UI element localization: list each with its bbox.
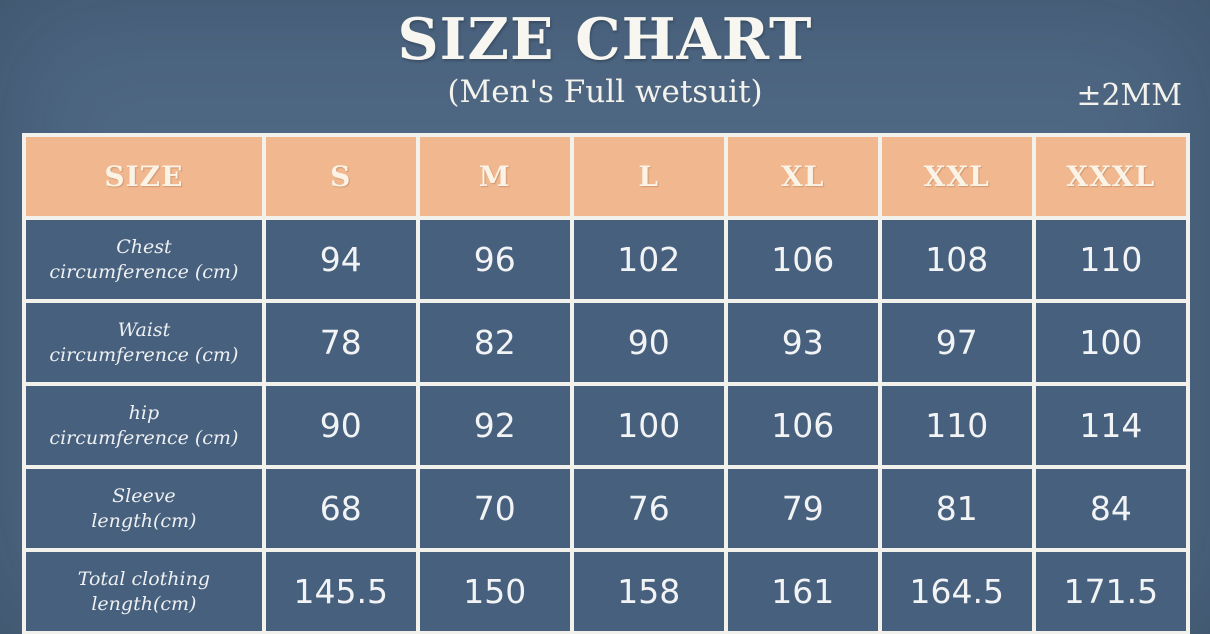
row-label-line1: Sleeve	[112, 484, 176, 507]
row-label-line1: Waist	[117, 318, 171, 341]
row-label: Chest circumference (cm)	[22, 216, 266, 303]
value-cell: 100	[569, 382, 728, 469]
tolerance-note: ±2MM	[1076, 78, 1182, 113]
value-cell: 84	[1031, 465, 1191, 552]
size-chart-table: SIZE S M L XL XXL XXXL Chest circumference (cm)…	[22, 133, 1191, 634]
value-cell: 171.5	[1031, 548, 1191, 634]
row-label: Sleeve length(cm)	[22, 465, 266, 552]
value-cell: 68	[261, 465, 420, 552]
column-header-xxxl: XXXL	[1031, 133, 1191, 220]
value-cell: 110	[1031, 216, 1191, 303]
row-label-line2: circumference (cm)	[49, 260, 239, 283]
value-cell: 102	[569, 216, 728, 303]
value-cell: 145.5	[261, 548, 420, 634]
row-label: Total clothing length(cm)	[22, 548, 266, 634]
value-cell: 78	[261, 299, 420, 386]
value-cell: 81	[877, 465, 1036, 552]
column-header-xxl: XXL	[877, 133, 1036, 220]
column-header-xl: XL	[723, 133, 882, 220]
value-cell: 90	[569, 299, 728, 386]
row-label-line2: length(cm)	[91, 509, 197, 532]
value-cell: 90	[261, 382, 420, 469]
value-cell: 93	[723, 299, 882, 386]
value-cell: 79	[723, 465, 882, 552]
value-cell: 92	[415, 382, 574, 469]
row-label-line2: circumference (cm)	[49, 426, 239, 449]
row-label-line1: Chest	[116, 235, 172, 258]
value-cell: 161	[723, 548, 882, 634]
table-row: Waist circumference (cm) 78 82 90 93 97 100	[22, 299, 1191, 386]
column-header-size: SIZE	[22, 133, 266, 220]
page-title: SIZE CHART	[397, 6, 813, 73]
row-label: Waist circumference (cm)	[22, 299, 266, 386]
value-cell: 106	[723, 216, 882, 303]
value-cell: 97	[877, 299, 1036, 386]
value-cell: 96	[415, 216, 574, 303]
value-cell: 164.5	[877, 548, 1036, 634]
table-header-row: SIZE S M L XL XXL XXXL	[22, 133, 1191, 220]
value-cell: 100	[1031, 299, 1191, 386]
row-label: hip circumference (cm)	[22, 382, 266, 469]
row-label-line1: Total clothing	[77, 567, 211, 590]
value-cell: 70	[415, 465, 574, 552]
value-cell: 94	[261, 216, 420, 303]
value-cell: 114	[1031, 382, 1191, 469]
table-row: Total clothing length(cm) 145.5 150 158 161 16…	[22, 548, 1191, 634]
page-subtitle: (Men's Full wetsuit)	[447, 74, 763, 110]
value-cell: 150	[415, 548, 574, 634]
table-row: hip circumference (cm) 90 92 100 106 110 114	[22, 382, 1191, 469]
row-label-line2: circumference (cm)	[49, 343, 239, 366]
value-cell: 108	[877, 216, 1036, 303]
column-header-s: S	[261, 133, 420, 220]
column-header-l: L	[569, 133, 728, 220]
row-label-line2: length(cm)	[91, 592, 197, 615]
value-cell: 82	[415, 299, 574, 386]
table-row: Sleeve length(cm) 68 70 76 79 81 84	[22, 465, 1191, 552]
value-cell: 158	[569, 548, 728, 634]
table-row: Chest circumference (cm) 94 96 102 106 108 110	[22, 216, 1191, 303]
value-cell: 110	[877, 382, 1036, 469]
value-cell: 76	[569, 465, 728, 552]
row-label-line1: hip	[128, 401, 160, 424]
value-cell: 106	[723, 382, 882, 469]
column-header-m: M	[415, 133, 574, 220]
